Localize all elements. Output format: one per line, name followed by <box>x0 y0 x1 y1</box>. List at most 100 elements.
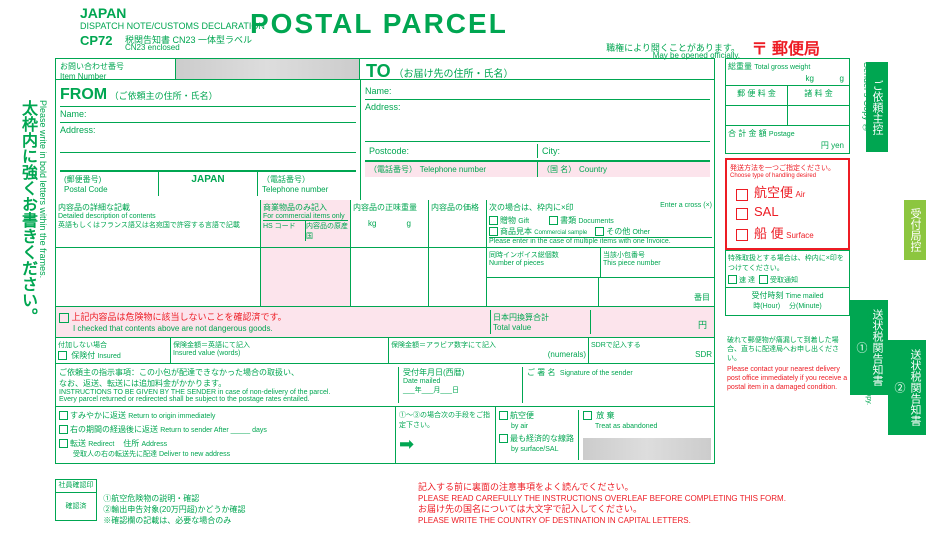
other-checkbox[interactable] <box>595 227 604 236</box>
hour-label: 時(Hour) <box>753 303 780 310</box>
contents-desc-note: 英語もしくはフランス語又は名宛国で許容する言語で記載 <box>58 220 258 230</box>
return-opt3-checkbox[interactable] <box>59 439 68 448</box>
total-en: Total value <box>493 323 588 332</box>
return-opt2-checkbox[interactable] <box>59 425 68 434</box>
instr-en: INSTRUCTIONS TO BE GIVEN BY THE SENDER i… <box>59 389 398 396</box>
return-opt3b-jp: 受取人の右の転送先に配達 <box>73 451 157 458</box>
from-title: FROM <box>60 86 107 103</box>
gift-checkbox[interactable] <box>489 216 498 225</box>
sdr-jp: SDRで記入する <box>591 340 712 350</box>
time-jp: 受付時刻 <box>751 291 783 300</box>
advice-jp: 受取通知 <box>770 277 798 284</box>
weight-input[interactable] <box>351 248 429 306</box>
dispatch-label: DISPATCH NOTE/CUSTOMS DECLARATION <box>80 21 265 31</box>
commercial-jp: 商業物品のみ記入 <box>263 202 348 213</box>
price-input[interactable] <box>429 248 487 306</box>
postage-box[interactable]: 合 計 金 額 Postage 円 yen <box>725 126 850 154</box>
confirmed-jp: 確認済 <box>55 493 97 521</box>
by-surface-jp: 最も経済的な線路 <box>510 434 574 443</box>
yen-label: 円 <box>591 310 711 334</box>
sal-checkbox[interactable] <box>736 208 748 220</box>
arrow-icon: ➡ <box>399 434 492 455</box>
no-suffix: 番目 <box>599 278 714 307</box>
tab1-en: Sender's Copy ① <box>862 62 872 133</box>
postal-fee-input[interactable] <box>726 106 788 125</box>
instr-jp2: なお、返送、転送には追加料金がかかります。 <box>59 378 398 389</box>
weight-jp: 内容品の正味重量 <box>353 202 426 213</box>
non-insured-jp: 付加しない場合 <box>58 340 168 350</box>
from-postal-jp: (郵便番号) <box>64 174 154 185</box>
item-number-row: お問い合わせ番号 Item Number TO （お届け先の住所・氏名） <box>55 58 715 80</box>
cp72-label: CP72 <box>80 33 113 48</box>
contact-en: Please contact your nearest delivery pos… <box>727 365 848 392</box>
contents-desc-input[interactable] <box>56 248 261 306</box>
from-name-field[interactable]: Name: <box>60 107 356 123</box>
sample-checkbox[interactable] <box>489 227 498 236</box>
return-opt3-jp: 転送 <box>70 439 86 448</box>
commercial-input[interactable] <box>261 248 351 306</box>
to-country-jp: （国 名） <box>542 165 576 174</box>
return-opt1-checkbox[interactable] <box>59 411 68 420</box>
from-address-field[interactable]: Address: <box>60 123 356 153</box>
to-subtitle: （お届け先の住所・氏名） <box>393 69 513 80</box>
ship-instr-jp: 発送方法を一つご指定ください。 <box>730 163 845 173</box>
to-city[interactable]: City: <box>538 144 710 158</box>
by-surface-checkbox[interactable] <box>499 434 508 443</box>
doc-checkbox[interactable] <box>549 216 558 225</box>
to-postcode[interactable]: Postcode: <box>365 144 538 158</box>
pieces-input[interactable] <box>487 278 599 307</box>
express-checkbox[interactable] <box>728 275 737 284</box>
yen-unit: 円 yen <box>821 140 844 151</box>
insured-en: Insured <box>97 353 120 360</box>
from-postal-en: Postal Code <box>64 185 154 194</box>
postage-jp: 合 計 金 額 <box>728 129 767 138</box>
contents-desc-jp: 内容品の詳細な記載 <box>58 202 258 213</box>
commercial-en: For commercial items only <box>263 213 348 220</box>
pieces-jp: 同時インボイス総個数 <box>489 250 598 260</box>
gift-jp: 贈物 <box>500 216 516 225</box>
ship-instr-en: Choose type of handling desired <box>730 173 845 179</box>
danger-checkbox[interactable] <box>59 313 69 323</box>
date-jp: 受付年月日(西暦) <box>403 367 522 378</box>
abandon-checkbox[interactable] <box>583 411 592 420</box>
to-tel-en: Telephone number <box>420 165 486 174</box>
air-checkbox[interactable] <box>736 189 748 201</box>
danger-en: I checked that contents above are not da… <box>73 324 273 333</box>
postage-en: Postage <box>769 131 795 138</box>
cross-en: Enter a cross (×) <box>660 202 712 213</box>
abandon-en: Treat as abandoned <box>595 423 657 430</box>
air-jp: 航空便 <box>754 185 793 200</box>
surface-checkbox[interactable] <box>736 229 748 241</box>
to-country-en: Country <box>579 165 607 174</box>
item-number-value[interactable] <box>176 59 359 79</box>
insured-num-jp: 保険金額＝アラビア数字にて記入 <box>391 340 586 350</box>
footer-note2: ②輸出申告対象(20万円超)かどうか確認 <box>103 504 245 515</box>
from-address2[interactable] <box>60 153 356 171</box>
hs-code: HS コード <box>263 221 306 241</box>
footer-r1-jp: 記入する前に裏面の注意事項をよく読んでください。 <box>418 482 786 494</box>
date-fmt[interactable]: ___年___月___日 <box>403 385 522 395</box>
advice-checkbox[interactable] <box>759 275 768 284</box>
post-logo: 〒 郵便局 <box>752 35 820 59</box>
sig-en: Signature of the sender <box>560 370 633 377</box>
special-jp: 特殊取扱とする場合は、枠内に×印をつけてください。 <box>728 253 847 273</box>
total-jp: 日本円換算合計 <box>493 312 588 323</box>
surface-jp: 船 便 <box>754 226 784 241</box>
sal-label: SAL <box>754 204 779 219</box>
to-name-field[interactable]: Name: <box>365 84 710 100</box>
from-tel-en: Telephone number <box>262 185 352 194</box>
signature-area[interactable] <box>583 438 711 460</box>
return-opt2-jp: 右の期間の経過後に返送 <box>70 425 158 434</box>
sdr-en: SDR <box>591 350 712 359</box>
price-jp: 内容品の価格 <box>429 200 487 247</box>
misc-fee-input[interactable] <box>788 106 849 125</box>
weight-box[interactable]: 総重量 Total gross weight kg g <box>725 58 850 86</box>
misc-fee: 諸 料 金 <box>788 86 849 105</box>
by-air-checkbox[interactable] <box>499 411 508 420</box>
by-air-jp: 航空便 <box>510 411 534 420</box>
to-address-field[interactable]: Address: <box>365 100 710 142</box>
express-jp: 速 達 <box>739 277 755 284</box>
footer-r1-en: PLEASE READ CAREFULLY THE INSTRUCTIONS O… <box>418 494 786 504</box>
insured-checkbox[interactable] <box>58 351 67 360</box>
footer-note3: ※確認欄の記載は、必要な場合のみ <box>103 515 245 526</box>
